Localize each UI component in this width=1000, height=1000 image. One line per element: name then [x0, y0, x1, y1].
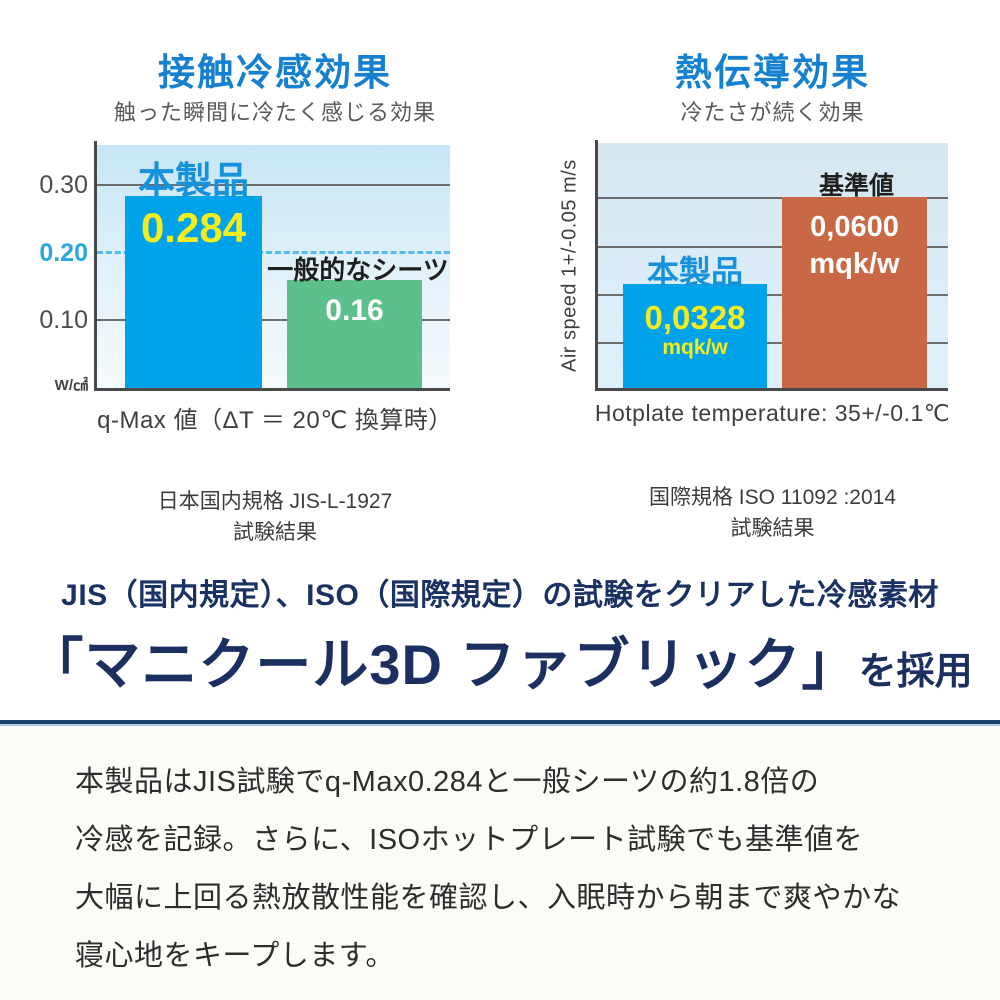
left-chart-standard-note: 日本国内規格 JIS-L-1927 試験結果	[60, 486, 490, 548]
left-chart-subtitle: 触った瞬間に冷たく感じる効果	[113, 100, 436, 125]
description-line-3: 大幅に上回る熱放散性能を確認し、入眠時から朝まで爽やかな	[75, 882, 902, 914]
left-chart-y-axis	[94, 141, 97, 391]
product-headline: 「マニクール3D ファブリック」を採用	[0, 622, 1000, 723]
left-standard-line1: 日本国内規格 JIS-L-1927	[157, 490, 393, 513]
section-divider	[0, 720, 1000, 726]
description-line-2: 冷感を記録。さらに、ISOホットプレート試験でも基準値を	[75, 824, 864, 856]
left-chart-x-label: q-Max 値（ΔT ＝ 20℃ 換算時）	[97, 407, 453, 434]
left-standard-line2: 試験結果	[233, 521, 317, 544]
left-y-unit-label: W/㎠	[54, 377, 88, 394]
right-chart-x-axis	[595, 388, 948, 391]
right-chart-standard-values: 0,0600 mqk/w	[782, 197, 927, 283]
left-tick-0-30: 0.30	[39, 171, 88, 199]
description-line-4: 寝心地をキープします。	[75, 940, 395, 972]
description-text: 本製品はJIS試験でq-Max0.284と一般シーツの約1.8倍の 冷感を記録。…	[75, 753, 975, 985]
right-chart-title: 熱伝導効果	[675, 52, 870, 93]
right-chart-standard-label: 基準値	[818, 172, 894, 200]
right-chart-plot-area: 0,0328 mqk/w 0,0600 mqk/w	[598, 143, 948, 388]
right-standard-line1: 国際規格 ISO 11092 :2014	[648, 486, 897, 509]
left-chart-product-label: 本製品	[138, 160, 249, 201]
left-chart-title: 接触冷感効果	[158, 52, 392, 93]
right-chart-product-value: 0,0328	[644, 299, 746, 336]
right-gridline-4	[598, 342, 948, 344]
right-chart-product-label: 本製品	[646, 254, 743, 290]
right-chart-standard-note: 国際規格 ISO 11092 :2014 試験結果	[555, 482, 990, 544]
headline-main: 「マニクール3D ファブリック」	[27, 633, 859, 696]
right-chart-y-label: Air speed 1+/-0.05 m/s	[558, 159, 581, 372]
right-chart-product-unit: mqk/w	[662, 336, 728, 359]
right-chart-subtitle: 冷たさが続く効果	[680, 100, 865, 125]
description-panel	[0, 728, 1000, 1000]
right-standard-line2: 試験結果	[730, 517, 815, 540]
headline-suffix: を採用	[858, 651, 973, 693]
left-chart-x-axis	[94, 388, 450, 391]
left-tick-0-20: 0.20	[39, 239, 88, 267]
certification-claim: JIS（国内規定）、ISO（国際規定）の試験をクリアした冷感素材	[61, 579, 939, 612]
right-gridline-1	[598, 197, 948, 199]
left-chart-generic-value: 0.16	[325, 294, 384, 327]
right-chart-standard-unit: mqk/w	[809, 248, 900, 280]
right-chart-standard-bar: 0,0600 mqk/w	[782, 197, 927, 388]
right-chart-product-bar: 0,0328 mqk/w	[623, 284, 767, 388]
left-gridline-010	[97, 319, 450, 321]
left-chart-product-bar: 0.284	[125, 196, 262, 388]
right-chart-standard-value: 0,0600	[810, 211, 899, 243]
left-chart-generic-bar: 0.16	[287, 280, 422, 388]
left-chart-plot-area: 0.284 0.16	[97, 145, 450, 388]
right-chart-x-label: Hotplate temperature: 35+/-0.1℃	[594, 400, 951, 426]
left-chart-product-value: 0.284	[140, 204, 247, 251]
left-gridline-030	[97, 184, 450, 186]
left-chart-generic-label: 一般的なシーツ	[267, 255, 449, 285]
right-gridline-3	[598, 294, 948, 296]
left-reference-dashed-line	[97, 251, 450, 254]
left-tick-0-10: 0.10	[39, 306, 88, 334]
right-chart-y-axis	[595, 140, 598, 391]
right-gridline-2	[598, 246, 948, 248]
description-line-1: 本製品はJIS試験でq-Max0.284と一般シーツの約1.8倍の	[75, 766, 820, 798]
